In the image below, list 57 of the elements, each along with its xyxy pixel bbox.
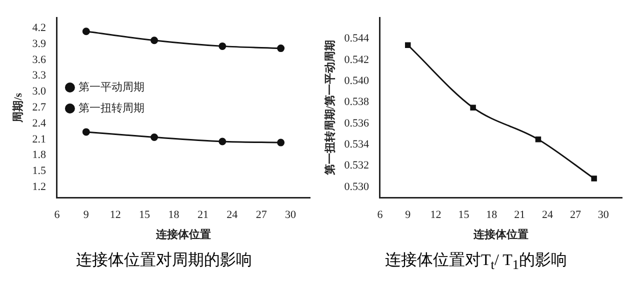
y-tick-label: 3.3 xyxy=(32,70,46,82)
y-tick-label: 0.530 xyxy=(344,180,370,193)
y-tick-label: 0.540 xyxy=(344,75,370,88)
y-tick-label: 3.6 xyxy=(32,54,46,66)
point xyxy=(535,136,542,142)
x-tick-label: 18 xyxy=(486,209,498,222)
y-tick-label: 3.0 xyxy=(32,86,46,98)
point xyxy=(591,176,597,182)
y-tick-label: 0.544 xyxy=(344,32,370,45)
y-axis-title: 第一扭转周期/第一平动周期 xyxy=(323,40,336,176)
legend-label: 第一扭转周期 xyxy=(78,102,144,114)
point xyxy=(82,28,90,36)
point xyxy=(405,42,411,48)
x-tick-label: 9 xyxy=(405,209,412,222)
x-tick-label: 12 xyxy=(430,209,442,222)
y-tick-label: 1.5 xyxy=(32,165,46,178)
text: 连接体位置对T$_{t}$/ T$_{1}$的影响 xyxy=(384,250,568,274)
x-tick-label: 15 xyxy=(458,209,470,222)
y-tick-label: 2.4 xyxy=(32,117,46,130)
y-axis-title: 周期/s xyxy=(11,92,24,124)
y-tick-label: 0.532 xyxy=(344,160,369,172)
x-tick-label: 24 xyxy=(226,209,238,222)
y-tick-label: 0.534 xyxy=(344,138,370,151)
point xyxy=(470,104,476,110)
x-tick-label: 30 xyxy=(598,209,610,222)
x-tick-label: 9 xyxy=(83,209,90,222)
point xyxy=(218,42,226,50)
x-tick-label: 24 xyxy=(542,209,554,222)
x-tick-label: 27 xyxy=(570,209,582,222)
y-tick-label: 0.538 xyxy=(344,96,370,108)
y-tick-label: 1.2 xyxy=(32,180,46,193)
x-tick-label: 21 xyxy=(197,209,208,222)
x-axis-title: 连接体位置 xyxy=(472,228,528,242)
x-tick-label: 12 xyxy=(110,209,121,222)
point xyxy=(150,133,158,141)
point xyxy=(277,44,285,52)
legend-label: 第一平动周期 xyxy=(78,81,144,94)
point xyxy=(82,128,90,136)
y-tick-label: 1.8 xyxy=(32,149,46,162)
x-axis-title: 连接体位置 xyxy=(154,228,211,242)
point xyxy=(150,36,158,44)
x-tick-label: 30 xyxy=(285,209,297,222)
x-tick-label: 6 xyxy=(54,209,60,222)
point xyxy=(218,138,226,146)
x-tick-label: 15 xyxy=(139,209,151,222)
y-tick-label: 0.542 xyxy=(344,54,369,66)
y-tick-label: 2.7 xyxy=(32,101,46,114)
y-tick-label: 3.9 xyxy=(32,38,46,50)
y-tick-label: 0.536 xyxy=(344,117,370,130)
point xyxy=(277,138,285,146)
y-tick-label: 4.2 xyxy=(32,22,46,34)
text: 连接体位置对周期的影响 xyxy=(75,250,253,271)
y-tick-label: 2.1 xyxy=(32,133,46,146)
x-tick-label: 21 xyxy=(514,209,526,222)
x-tick-label: 27 xyxy=(256,209,268,222)
x-tick-label: 6 xyxy=(377,209,384,222)
x-tick-label: 18 xyxy=(168,209,180,222)
